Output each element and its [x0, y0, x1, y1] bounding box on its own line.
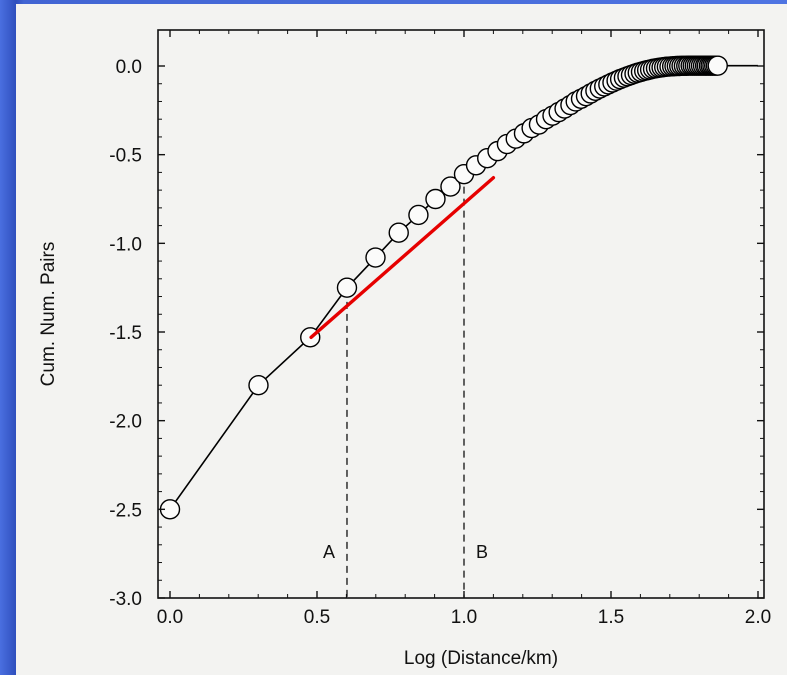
y-tick-label: -3.0: [109, 589, 142, 610]
x-axis-title: Log (Distance/km): [404, 648, 558, 669]
x-tick-label: 0.5: [304, 607, 330, 628]
data-point: [336, 277, 358, 298]
data-series: [159, 55, 758, 520]
y-tick-label: -2.0: [109, 412, 142, 433]
data-point: [425, 188, 446, 210]
y-tick-label: -1.5: [109, 323, 142, 344]
y-tick-label: -1.0: [109, 234, 142, 255]
x-tick-label: 2.0: [745, 607, 771, 628]
data-point: [440, 176, 461, 197]
data-point: [365, 247, 386, 268]
data-point: [408, 204, 429, 226]
reference-label-a: A: [323, 542, 335, 562]
fit-layer: [309, 176, 496, 340]
reference-label-b: B: [476, 542, 488, 562]
fit-line: [309, 176, 496, 340]
y-tick-label: -2.5: [109, 500, 142, 521]
x-tick-label: 1.5: [598, 607, 624, 628]
axis-ticks: 0.0 0.5 1.0 1.5 2.0 0.0 -0.5 -1.0 -1.5 -2.0 -2.5 -3…: [109, 30, 771, 628]
y-axis-title: Cum. Num. Pairs: [38, 242, 59, 387]
plot-frame: [157, 29, 765, 599]
x-tick-label: 0.0: [157, 607, 183, 628]
data-point: [707, 55, 728, 76]
y-tick-label: -0.5: [109, 146, 142, 167]
x-tick-label: 1.0: [451, 607, 477, 628]
y-tick-label: 0.0: [116, 57, 142, 78]
data-point: [248, 375, 269, 396]
data-point: [388, 222, 409, 243]
